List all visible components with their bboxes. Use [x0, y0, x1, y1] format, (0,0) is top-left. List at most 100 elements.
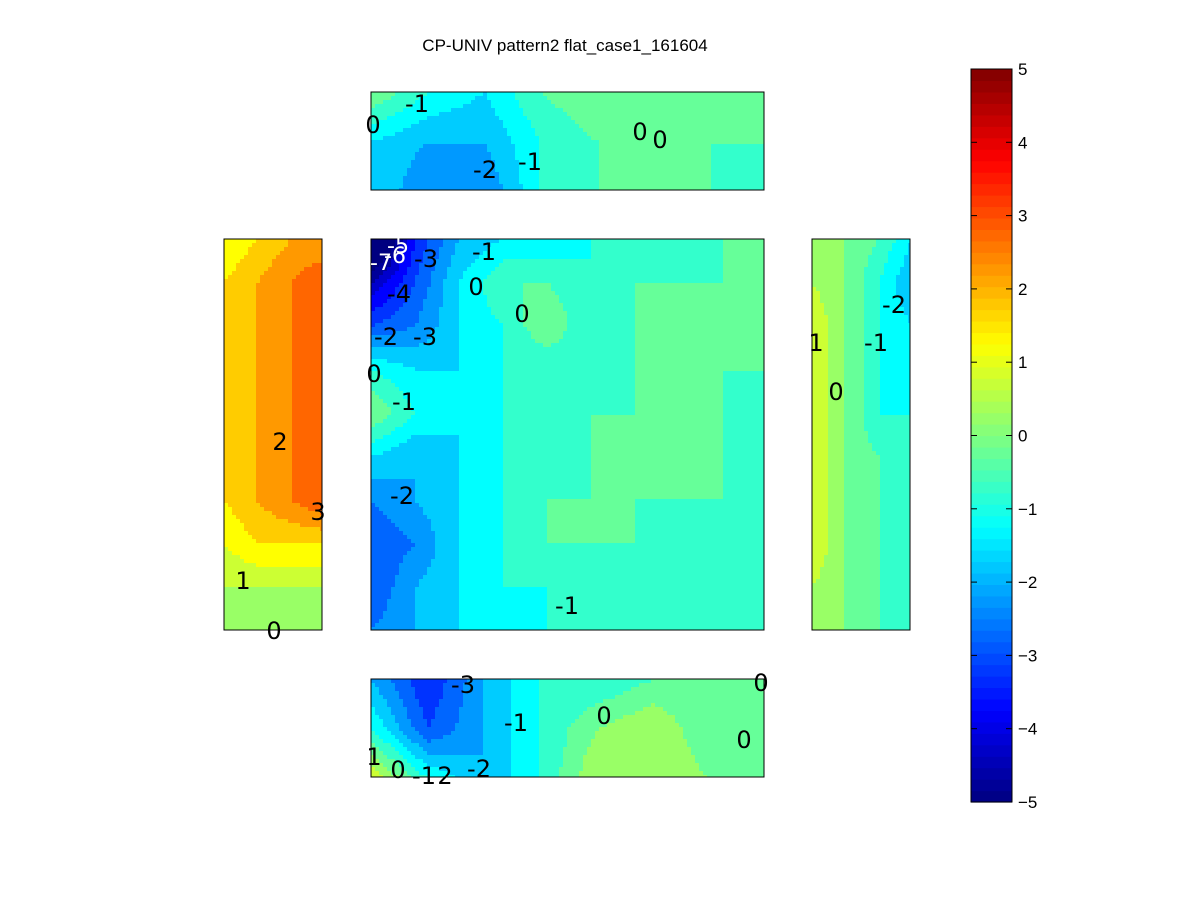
- contour-cell: [312, 407, 317, 412]
- contour-cell: [483, 188, 488, 190]
- contour-cell: [639, 184, 644, 189]
- contour-cell: [671, 168, 676, 173]
- contour-cell: [399, 124, 404, 129]
- contour-cell: [252, 451, 257, 456]
- contour-cell: [491, 116, 496, 121]
- contour-cell: [755, 140, 760, 145]
- contour-cell: [591, 96, 596, 101]
- contour-cell: [276, 487, 281, 492]
- contour-cell: [280, 411, 285, 416]
- contour-cell: [611, 104, 616, 109]
- contour-cell: [459, 132, 464, 137]
- contour-cell: [284, 323, 289, 328]
- contour-cell: [423, 164, 428, 169]
- contour-cell: [296, 343, 301, 348]
- contour-cell: [256, 411, 261, 416]
- contour-cell: [284, 243, 289, 248]
- contour-cell: [320, 587, 322, 592]
- contour-cell: [248, 327, 253, 332]
- contour-cell: [527, 108, 532, 113]
- contour-cell: [304, 503, 309, 508]
- contour-cell: [651, 188, 656, 190]
- contour-cell: [264, 551, 269, 556]
- contour-cell: [300, 327, 305, 332]
- contour-cell: [296, 291, 301, 296]
- contour-cell: [308, 483, 313, 488]
- contour-cell: [391, 164, 396, 169]
- contour-cell: [627, 180, 632, 185]
- contour-cell: [567, 108, 572, 113]
- contour-cell: [296, 615, 301, 620]
- contour-cell: [316, 507, 321, 512]
- contour-cell: [387, 116, 392, 121]
- contour-cell: [423, 136, 428, 141]
- contour-cell: [248, 551, 253, 556]
- contour-cell: [252, 403, 257, 408]
- contour-cell: [268, 567, 273, 572]
- contour-cell: [371, 132, 376, 137]
- contour-cell: [260, 451, 265, 456]
- contour-cell: [403, 104, 408, 109]
- contour-cell: [499, 188, 504, 190]
- contour-cell: [643, 124, 648, 129]
- contour-cell: [248, 571, 253, 576]
- contour-cell: [292, 475, 297, 480]
- contour-cell: [419, 239, 424, 244]
- contour-cell: [308, 487, 313, 492]
- contour-cell: [411, 92, 416, 97]
- contour-cell: [268, 303, 273, 308]
- contour-cell: [272, 567, 277, 572]
- contour-cell: [308, 555, 313, 560]
- contour-cell: [503, 112, 508, 117]
- contour-cell: [276, 255, 281, 260]
- contour-cell: [519, 120, 524, 125]
- contour-cell: [308, 583, 313, 588]
- contour-cell: [248, 559, 253, 564]
- contour-cell: [232, 367, 237, 372]
- contour-cell: [699, 148, 704, 153]
- contour-cell: [280, 255, 285, 260]
- contour-cell: [491, 140, 496, 145]
- contour-cell: [375, 160, 380, 165]
- contour-cell: [272, 375, 277, 380]
- contour-cell: [268, 259, 273, 264]
- contour-cell: [256, 515, 261, 520]
- contour-cell: [575, 239, 580, 244]
- contour-cell: [603, 112, 608, 117]
- contour-cell: [296, 327, 301, 332]
- contour-cell: [591, 239, 596, 244]
- contour-cell: [551, 188, 556, 190]
- contour-cell: [224, 471, 229, 476]
- contour-cell: [248, 351, 253, 356]
- contour-cell: [276, 515, 281, 520]
- contour-cell: [256, 343, 261, 348]
- contour-cell: [747, 116, 752, 121]
- contour-cell: [312, 283, 317, 288]
- contour-cell: [268, 551, 273, 556]
- contour-cell: [463, 176, 468, 181]
- contour-cell: [312, 267, 317, 272]
- contour-cell: [687, 184, 692, 189]
- contour-cell: [296, 547, 301, 552]
- contour-cell: [316, 627, 321, 630]
- contour-cell: [455, 120, 460, 125]
- contour-cell: [308, 539, 313, 544]
- contour-cell: [256, 491, 261, 496]
- contour-cell: [292, 619, 297, 624]
- contour-cell: [723, 136, 728, 141]
- contour-cell: [423, 104, 428, 109]
- contour-cell: [252, 395, 257, 400]
- contour-cell: [260, 271, 265, 276]
- contour-cell: [563, 164, 568, 169]
- contour-cell: [463, 132, 468, 137]
- contour-cell: [236, 311, 241, 316]
- contour-cell: [264, 467, 269, 472]
- contour-cell: [507, 104, 512, 109]
- contour-cell: [240, 535, 245, 540]
- contour-cell: [627, 136, 632, 141]
- contour-cell: [264, 371, 269, 376]
- contour-cell: [320, 339, 322, 344]
- contour-cell: [252, 611, 257, 616]
- contour-cell: [312, 263, 317, 268]
- contour-cell: [703, 180, 708, 185]
